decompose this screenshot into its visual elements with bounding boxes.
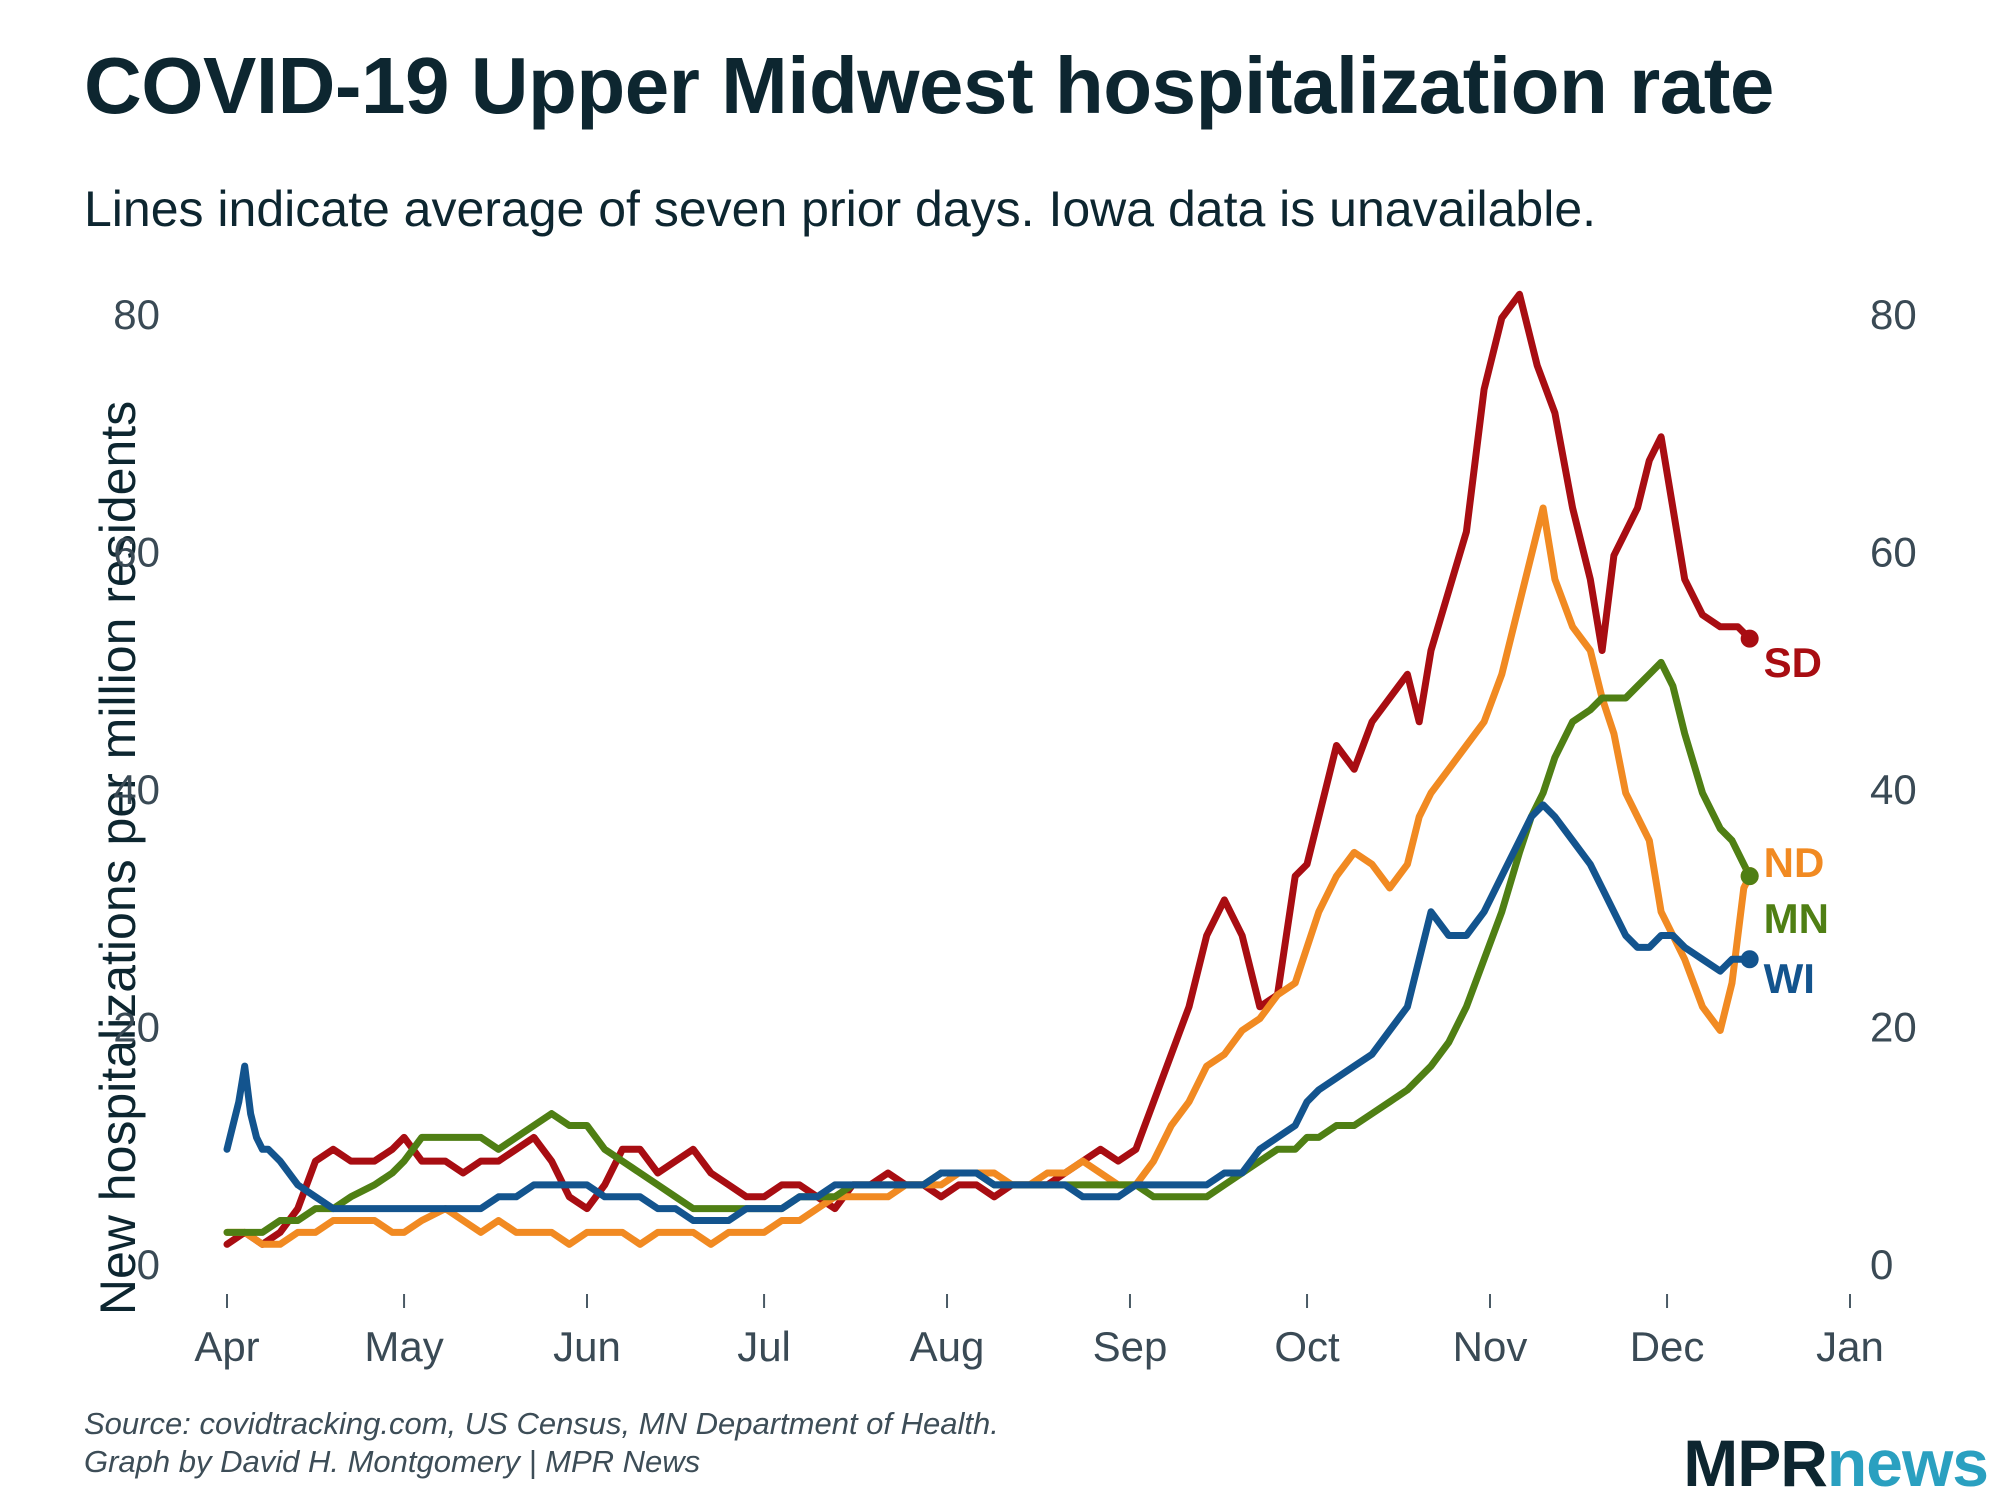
- y-ticks-left: 0 20 40 60 80: [113, 291, 160, 1288]
- y-tick-label-right: 20: [1870, 1004, 1917, 1051]
- x-tick-label: Jan: [1816, 1323, 1884, 1370]
- series-endpoints: SD ND MN WI: [1740, 629, 1829, 1002]
- x-tick-label: Jun: [553, 1323, 621, 1370]
- chart-title: COVID-19 Upper Midwest hospitalization r…: [84, 41, 1774, 130]
- y-tick-label-right: 0: [1870, 1241, 1893, 1288]
- series-label-sd: SD: [1764, 639, 1822, 686]
- x-tick-label: Oct: [1274, 1323, 1340, 1370]
- series-label-mn: MN: [1764, 895, 1829, 942]
- endpoint-marker-mn: [1740, 867, 1759, 886]
- x-tick-label: Sep: [1093, 1323, 1168, 1370]
- series-line-sd: [223, 290, 1754, 1248]
- series-lines: [223, 290, 1754, 1248]
- chart-subtitle: Lines indicate average of seven prior da…: [84, 181, 1597, 237]
- series-line-wi: [223, 801, 1754, 1224]
- x-tick-label: Jul: [737, 1323, 791, 1370]
- endpoint-marker-sd: [1740, 629, 1759, 648]
- source-line: Source: covidtracking.com, US Census, MN…: [84, 1406, 999, 1441]
- series-line-nd: [223, 504, 1754, 1248]
- x-tick-label: Nov: [1453, 1323, 1528, 1370]
- series-line-mn: [223, 658, 1754, 1236]
- x-ticks: Apr May Jun Jul Aug Sep Oct Nov Dec Jan: [194, 1294, 1884, 1370]
- y-tick-label-right: 60: [1870, 529, 1917, 576]
- y-tick-label-right: 40: [1870, 766, 1917, 813]
- y-tick-label-left: 20: [113, 1004, 160, 1051]
- y-tick-label-left: 40: [113, 766, 160, 813]
- y-axis-label: New hospitalizations per million residen…: [90, 401, 146, 1315]
- y-tick-label-right: 80: [1870, 291, 1917, 338]
- y-ticks-right: 0 20 40 60 80: [1870, 291, 1917, 1288]
- source-note: Source: covidtracking.com, US Census, MN…: [84, 1405, 999, 1481]
- y-tick-label-left: 80: [113, 291, 160, 338]
- endpoint-marker-wi: [1740, 950, 1759, 969]
- logo-mpr: MPR: [1683, 1426, 1828, 1500]
- x-tick-label: Dec: [1630, 1323, 1705, 1370]
- series-label-wi: WI: [1764, 955, 1815, 1002]
- y-tick-label-left: 60: [113, 529, 160, 576]
- series-label-nd: ND: [1764, 839, 1825, 886]
- credit-line: Graph by David H. Montgomery | MPR News: [84, 1444, 701, 1479]
- mpr-news-logo: MPRnews: [1683, 1425, 1989, 1501]
- x-tick-label: Apr: [194, 1323, 259, 1370]
- y-tick-label-left: 0: [137, 1241, 160, 1288]
- logo-news: news: [1826, 1426, 1989, 1500]
- x-tick-label: Aug: [910, 1323, 985, 1370]
- x-tick-label: May: [364, 1323, 443, 1370]
